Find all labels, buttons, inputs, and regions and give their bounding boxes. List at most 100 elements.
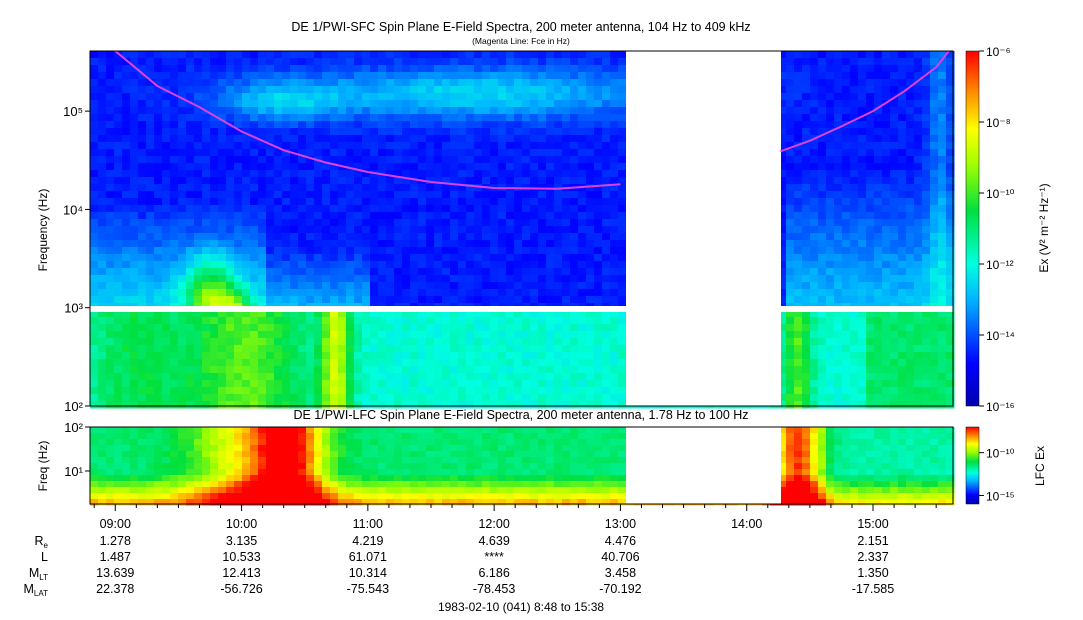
sfc-cell	[842, 317, 851, 325]
sfc-cell	[842, 128, 851, 136]
sfc-cell	[794, 128, 803, 136]
sfc-cell	[266, 163, 275, 171]
sfc-cell	[314, 65, 323, 73]
sfc-cell	[578, 331, 587, 339]
sfc-cell	[802, 51, 811, 59]
sfc-cell	[242, 58, 251, 66]
sfc-cell	[802, 205, 811, 213]
sfc-cell	[554, 359, 563, 367]
sfc-cell	[498, 191, 507, 199]
sfc-cell	[130, 247, 139, 255]
sfc-cell	[498, 177, 507, 185]
sfc-cell	[618, 58, 627, 66]
sfc-cell	[562, 135, 571, 143]
sfc-cell	[314, 107, 323, 115]
sfc-cell	[306, 100, 315, 108]
sfc-cell	[410, 338, 419, 346]
sfc-cell	[482, 401, 491, 409]
sfc-cell	[146, 352, 155, 360]
sfc-cell	[330, 177, 339, 185]
sfc-cell	[306, 128, 315, 136]
sfc-cell	[202, 170, 211, 178]
sfc-cell	[178, 352, 187, 360]
sfc-cell	[506, 233, 515, 241]
sfc-cell	[602, 128, 611, 136]
sfc-cell	[106, 261, 115, 269]
sfc-cell	[298, 380, 307, 388]
sfc-cell	[530, 65, 539, 73]
sfc-cell	[338, 198, 347, 206]
sfc-cell	[282, 261, 291, 269]
sfc-cell	[394, 331, 403, 339]
sfc-cell	[122, 121, 131, 129]
sfc-cell	[314, 128, 323, 136]
sfc-cell	[818, 233, 827, 241]
sfc-cell	[234, 121, 243, 129]
sfc-cell	[810, 373, 819, 381]
sfc-cell	[362, 366, 371, 374]
sfc-cell	[90, 233, 99, 241]
sfc-cell	[338, 324, 347, 332]
sfc-cell	[794, 177, 803, 185]
sfc-cell	[458, 128, 467, 136]
sfc-cell	[522, 373, 531, 381]
sfc-cell	[234, 51, 243, 59]
sfc-cell	[178, 331, 187, 339]
sfc-cell	[322, 86, 331, 94]
sfc-cell	[162, 93, 171, 101]
sfc-cell	[322, 114, 331, 122]
sfc-cell	[522, 317, 531, 325]
sfc-cell	[842, 72, 851, 80]
sfc-cell	[194, 268, 203, 276]
sfc-cell	[586, 359, 595, 367]
sfc-cell	[610, 93, 619, 101]
sfc-cell	[154, 233, 163, 241]
sfc-cell	[458, 191, 467, 199]
sfc-cell	[482, 317, 491, 325]
sfc-cell	[546, 86, 555, 94]
sfc-cell	[402, 324, 411, 332]
sfc-cell	[602, 149, 611, 157]
sfc-cell	[522, 359, 531, 367]
sfc-cell	[490, 359, 499, 367]
sfc-cell	[602, 219, 611, 227]
sfc-cell	[602, 254, 611, 262]
sfc-cell	[514, 51, 523, 59]
sfc-cell	[554, 51, 563, 59]
sfc-cell	[522, 170, 531, 178]
sfc-cell	[114, 338, 123, 346]
sfc-cell	[610, 317, 619, 325]
sfc-cell	[106, 149, 115, 157]
sfc-cell	[418, 317, 427, 325]
sfc-cell	[418, 310, 427, 318]
sfc-cell	[426, 219, 435, 227]
sfc-cell	[98, 93, 107, 101]
sfc-cell	[826, 58, 835, 66]
sfc-cell	[354, 289, 363, 297]
sfc-cell	[610, 121, 619, 129]
sfc-cell	[314, 380, 323, 388]
sfc-cell	[514, 170, 523, 178]
sfc-cell	[298, 240, 307, 248]
sfc-cell	[354, 233, 363, 241]
sfc-cell	[602, 352, 611, 360]
sfc-cell	[234, 219, 243, 227]
sfc-cell	[122, 135, 131, 143]
sfc-cell	[538, 226, 547, 234]
sfc-cell	[442, 275, 451, 283]
sfc-cell	[122, 282, 131, 290]
sfc-cell	[306, 254, 315, 262]
sfc-cell	[610, 149, 619, 157]
sfc-cell	[114, 149, 123, 157]
sfc-cell	[402, 65, 411, 73]
sfc-cell	[554, 387, 563, 395]
sfc-cell	[210, 387, 219, 395]
sfc-cell	[858, 310, 867, 318]
sfc-cell	[842, 387, 851, 395]
sfc-cell	[450, 324, 459, 332]
sfc-cell	[842, 65, 851, 73]
sfc-cell	[226, 205, 235, 213]
sfc-cell	[602, 100, 611, 108]
sfc-cell	[474, 100, 483, 108]
sfc-cell	[106, 282, 115, 290]
